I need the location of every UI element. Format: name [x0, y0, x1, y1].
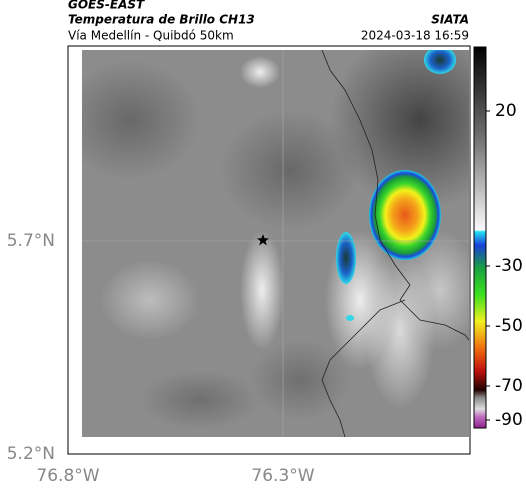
subtitle: Vía Medellín - Quibdó 50km [68, 29, 234, 43]
lat-label: 5.2°N [7, 444, 55, 464]
title: Temperatura de Brillo CH13 [68, 13, 255, 27]
colorbar-ticks: 20 -30 -50 -70 -90 [486, 101, 523, 430]
colorbar-tick-label: -90 [495, 410, 523, 430]
colorbar-tick-label: -30 [495, 256, 523, 276]
satellite-image [82, 50, 469, 437]
colorbar-tick-label: 20 [495, 101, 517, 121]
brand: SIATA [431, 13, 469, 27]
lon-label: 76.8°W [36, 466, 99, 486]
colorbar-tick-label: -70 [495, 376, 523, 396]
timestamp: 2024-03-18 16:59 [361, 29, 469, 43]
colorbar [473, 46, 487, 429]
colorbar-tick-label: -50 [495, 316, 523, 336]
source: GOES-EAST [68, 0, 145, 12]
lat-label: 5.7°N [7, 231, 55, 251]
map-frame [67, 45, 471, 455]
lon-label: 76.3°W [251, 466, 314, 486]
